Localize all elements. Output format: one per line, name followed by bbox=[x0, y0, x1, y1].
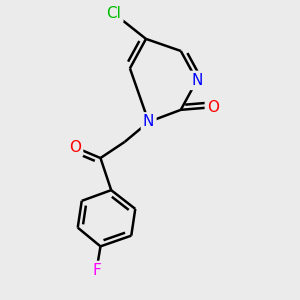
Text: N: N bbox=[191, 73, 202, 88]
Text: Cl: Cl bbox=[106, 6, 121, 21]
Text: F: F bbox=[92, 263, 101, 278]
Text: O: O bbox=[69, 140, 81, 155]
Text: O: O bbox=[207, 100, 219, 115]
Text: N: N bbox=[143, 114, 154, 129]
